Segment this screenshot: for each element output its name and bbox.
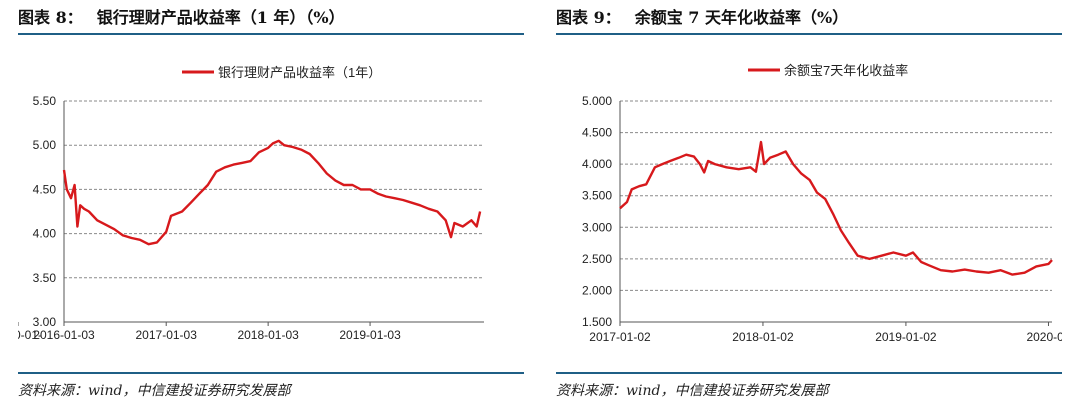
x-tick-label: 2020-01 — [1026, 330, 1062, 344]
x-tick-label: 2020-01- — [18, 328, 42, 342]
x-tick-label: 2017-01-03 — [136, 328, 198, 342]
x-tick-label: 2019-01-02 — [875, 330, 937, 344]
x-tick-label: 2018-01-03 — [237, 328, 299, 342]
figure-caption: 银行理财产品收益率（1 年）（%） — [96, 8, 345, 27]
y-tick-label: 2.000 — [582, 283, 612, 297]
series-line — [619, 140, 1053, 276]
figure-8-panel: 图表 8： 银行理财产品收益率（1 年）（%） 5.50 5.00 4.50 4.00 3… — [18, 0, 538, 410]
y-tick-label: 4.500 — [582, 126, 612, 140]
y-tick-label: 4.000 — [582, 157, 612, 171]
figure-9-panel: 图表 9： 余额宝 7 天年化收益率（%） 5.000 4.500 4.000 3.50… — [556, 0, 1076, 410]
source-rule — [18, 372, 524, 374]
x-tick-label: 2016-01-03 — [33, 328, 95, 342]
figure-label: 图表 9： — [556, 8, 621, 27]
y-tick-label: 3.00 — [33, 315, 57, 329]
title-rule — [18, 33, 524, 35]
y-tick-label: 1.500 — [582, 315, 612, 329]
y-tick-label: 5.00 — [33, 138, 57, 152]
x-tick-label: 2018-01-02 — [732, 330, 794, 344]
figure-title: 图表 9： 余额宝 7 天年化收益率（%） — [556, 4, 848, 28]
legend-label: 银行理财产品收益率（1年） — [218, 65, 381, 80]
source-note: 资料来源：wind，中信建投证券研究发展部 — [18, 383, 291, 399]
y-tick-label: 3.50 — [33, 271, 57, 285]
x-tick-label: 2019-01-03 — [339, 328, 401, 342]
series-line — [62, 139, 482, 246]
y-tick-label: 4.50 — [33, 182, 57, 196]
yuebao-yield-chart: 5.000 4.500 4.000 3.500 3.000 2.500 2.000 1.500… — [582, 63, 1062, 344]
y-tick-label: 2.500 — [582, 252, 612, 266]
source-note: 资料来源：wind，中信建投证券研究发展部 — [556, 383, 829, 399]
y-tick-label: 3.000 — [582, 220, 612, 234]
y-tick-label: 4.00 — [33, 227, 57, 241]
x-tick-label: 2017-01-02 — [589, 330, 651, 344]
figure-label: 图表 8： — [18, 8, 83, 27]
y-tick-label: 5.50 — [33, 94, 57, 108]
y-tick-label: 5.000 — [582, 94, 612, 108]
legend-label: 余额宝7天年化收益率 — [784, 63, 908, 78]
title-rule — [556, 33, 1062, 35]
y-tick-label: 3.500 — [582, 189, 612, 203]
figure-caption: 余额宝 7 天年化收益率（%） — [634, 8, 849, 27]
source-rule — [556, 372, 1062, 374]
figure-title: 图表 8： 银行理财产品收益率（1 年）（%） — [18, 4, 345, 28]
